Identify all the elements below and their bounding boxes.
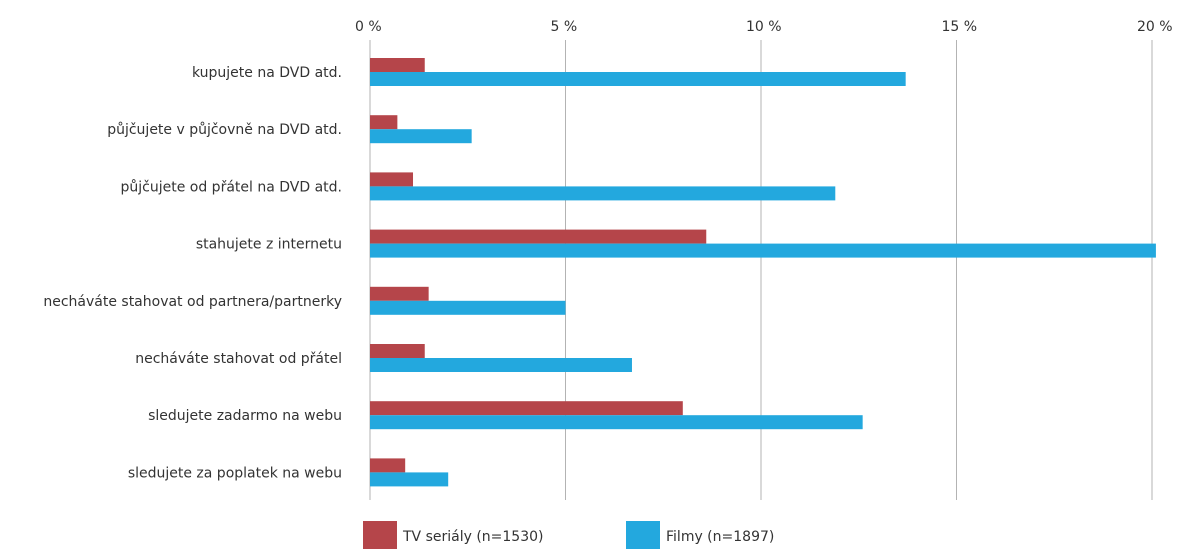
gridlines — [369, 40, 1153, 500]
x-tick-label: 10 % — [746, 19, 782, 35]
category-label: půjčujete v půjčovně na DVD atd. — [107, 122, 342, 138]
legend: TV seriály (n=1530) Filmy (n=1897) — [363, 521, 774, 549]
bar-filmy — [370, 358, 632, 372]
category-label: půjčujete od přátel na DVD atd. — [121, 179, 343, 195]
bar-filmy — [370, 415, 863, 430]
legend-swatch — [363, 521, 397, 549]
x-tick-label: 5 % — [551, 19, 578, 35]
bar-tv-serialy — [370, 344, 425, 358]
bars — [370, 58, 1156, 487]
category-label: kupujete na DVD atd. — [192, 65, 342, 81]
bar-filmy — [370, 72, 906, 86]
x-tick-label: 20 % — [1137, 19, 1173, 35]
category-label: sledujete za poplatek na webu — [128, 465, 342, 481]
bar-tv-serialy — [370, 229, 707, 244]
category-label: sledujete zadarmo na webu — [148, 408, 342, 424]
bar-tv-serialy — [370, 58, 425, 72]
bar-tv-serialy — [370, 115, 398, 130]
x-axis-tick-labels: 0 % 5 % 10 % 15 % 20 % — [355, 19, 1173, 35]
bar-tv-serialy — [370, 401, 683, 416]
bar-filmy — [370, 243, 1156, 258]
bar-filmy — [370, 300, 566, 315]
category-labels: kupujete na DVD atd. půjčujete v půjčovně… — [43, 65, 342, 481]
legend-swatch — [626, 521, 660, 549]
bar-filmy — [370, 472, 449, 487]
bar-filmy — [370, 186, 836, 201]
category-label: necháváte stahovat od partnera/partnerky — [43, 294, 342, 310]
legend-label: Filmy (n=1897) — [666, 529, 774, 545]
category-label: necháváte stahovat od přátel — [135, 351, 342, 367]
x-tick-label: 0 % — [355, 19, 382, 35]
x-tick-label: 15 % — [942, 19, 978, 35]
bar-tv-serialy — [370, 286, 429, 301]
bar-tv-serialy — [370, 458, 406, 473]
legend-label: TV seriály (n=1530) — [402, 529, 544, 545]
category-label: stahujete z internetu — [196, 237, 342, 253]
bar-tv-serialy — [370, 172, 414, 187]
bar-filmy — [370, 129, 472, 144]
